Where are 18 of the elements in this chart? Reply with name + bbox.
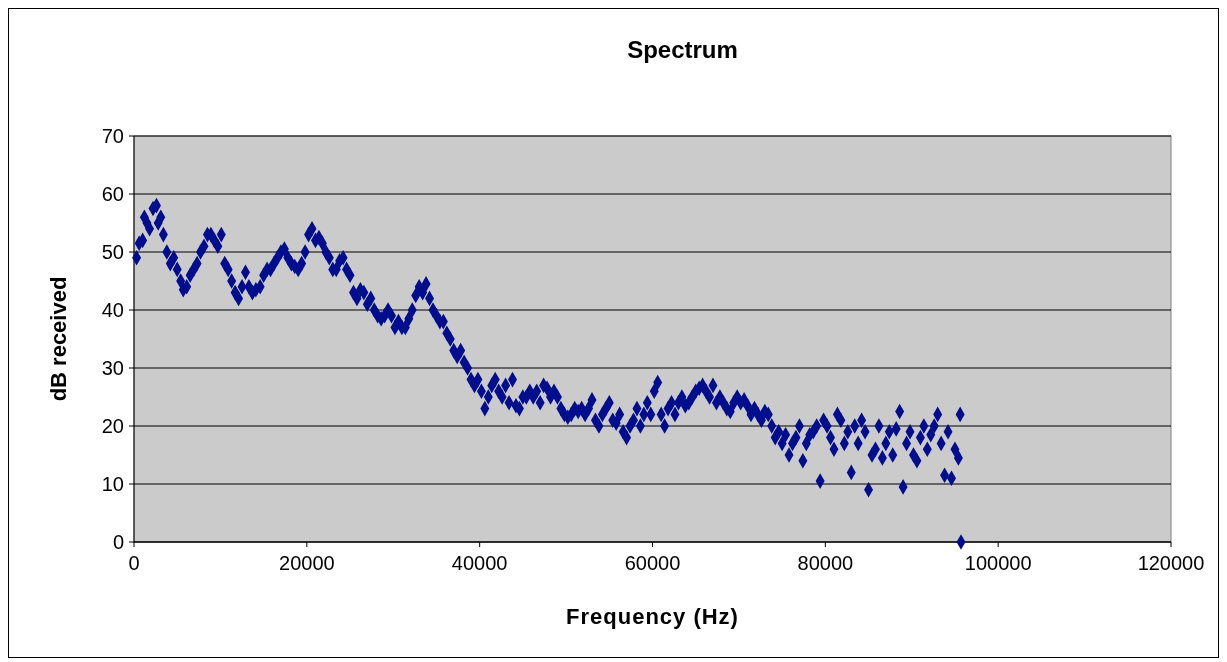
x-tick-label: 80000	[797, 552, 854, 574]
x-tick-label: 60000	[624, 552, 681, 574]
y-axis-title: dB received	[46, 276, 71, 402]
x-tick-label: 100000	[964, 552, 1032, 574]
chart-title: Spectrum	[627, 36, 738, 63]
x-tick-label: 40000	[451, 552, 508, 574]
y-tick-label: 30	[101, 357, 124, 379]
x-tick-label: 0	[128, 552, 140, 574]
y-tick-label: 40	[101, 299, 124, 321]
x-axis-title: Frequency (Hz)	[566, 604, 739, 629]
x-tick-label: 20000	[279, 552, 335, 574]
x-tick-label: 120000	[1137, 552, 1205, 574]
y-tick-label: 0	[112, 531, 124, 553]
y-tick-label: 70	[101, 125, 124, 147]
y-tick-label: 50	[101, 241, 124, 263]
y-tick-label: 10	[101, 473, 124, 495]
y-tick-label: 20	[101, 415, 124, 437]
y-tick-label: 60	[101, 183, 124, 205]
